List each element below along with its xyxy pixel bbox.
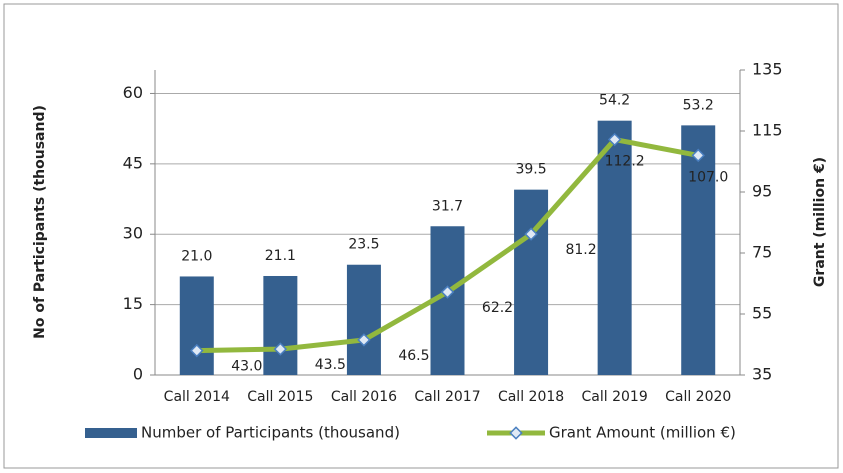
data-label: 112.2 <box>605 154 645 170</box>
data-label: 54.2 <box>599 93 630 109</box>
marker <box>607 132 622 147</box>
y2-tick-label: 75 <box>752 243 772 262</box>
bar <box>597 120 632 375</box>
data-label: 43.5 <box>315 357 346 373</box>
marker <box>524 227 538 241</box>
y-tick-label: 30 <box>123 224 143 243</box>
y2-tick-label: 35 <box>752 365 772 384</box>
legend-label: Grant Amount (million €) <box>549 424 736 442</box>
data-label: 21.1 <box>265 248 296 264</box>
marker <box>190 343 204 358</box>
legend-label: Number of Participants (thousand) <box>141 424 400 442</box>
bar <box>263 275 298 375</box>
bar <box>179 276 214 375</box>
data-label: 31.7 <box>432 198 463 214</box>
x-tick-label: Call 2019 <box>582 389 648 405</box>
x-tick-label: Call 2018 <box>498 389 564 405</box>
bar <box>346 264 381 375</box>
data-label: 62.2 <box>482 300 513 316</box>
x-tick-label: Call 2014 <box>164 389 230 405</box>
data-label: 81.2 <box>565 242 596 258</box>
data-label: 23.5 <box>348 237 379 253</box>
legend-swatch <box>85 428 137 438</box>
marker <box>691 148 705 163</box>
data-label: 107.0 <box>688 169 728 185</box>
legend-marker <box>509 426 523 440</box>
data-label: 39.5 <box>515 162 546 178</box>
data-label: 53.2 <box>683 97 714 113</box>
y-tick-label: 0 <box>133 365 143 384</box>
y-tick-label: 15 <box>123 294 143 313</box>
x-tick-label: Call 2016 <box>331 389 397 405</box>
y2-axis-title: Grant (million €) <box>812 157 828 287</box>
marker <box>440 285 455 299</box>
marker <box>357 333 371 347</box>
y-tick-label: 45 <box>123 153 143 172</box>
data-label: 46.5 <box>398 348 429 364</box>
x-tick-label: Call 2015 <box>247 389 313 405</box>
y2-tick-label: 95 <box>752 182 772 201</box>
y2-tick-label: 135 <box>752 60 783 79</box>
y2-tick-label: 55 <box>752 304 772 323</box>
marker <box>273 342 288 356</box>
y-tick-label: 60 <box>123 83 143 102</box>
bar <box>681 125 716 375</box>
x-tick-label: Call 2017 <box>414 389 480 405</box>
data-label: 21.0 <box>181 248 212 264</box>
y2-tick-label: 115 <box>752 121 783 140</box>
x-tick-label: Call 2020 <box>665 389 731 405</box>
data-label: 43.0 <box>231 359 262 375</box>
y-axis-title: No of Participants (thousand) <box>32 105 48 339</box>
